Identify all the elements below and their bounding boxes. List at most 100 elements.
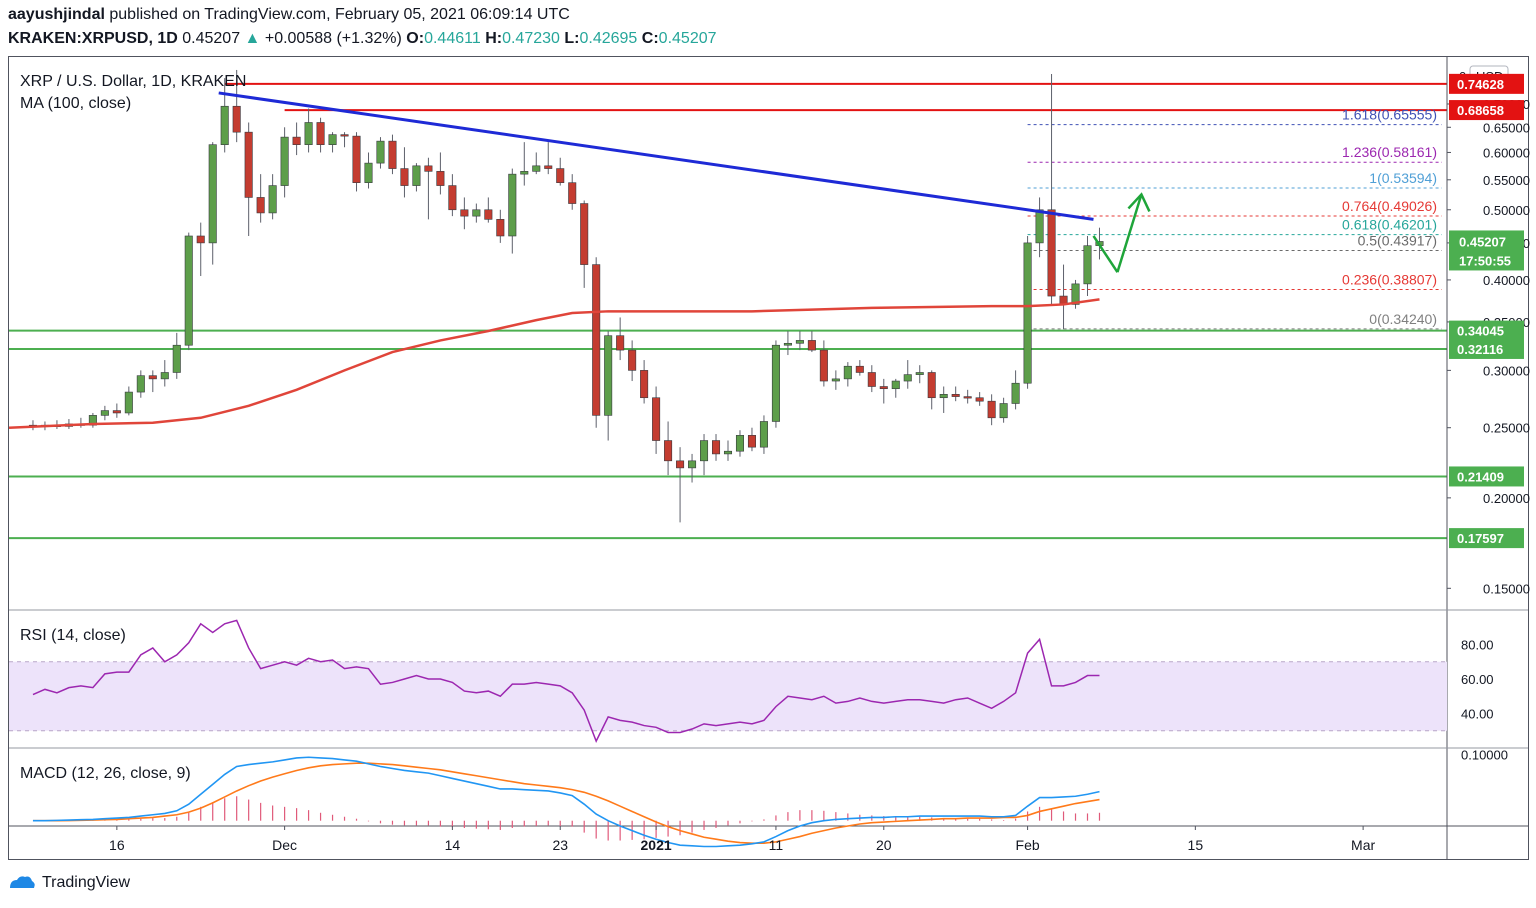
level-price-badge: [1449, 528, 1524, 549]
open-value: 0.44611: [424, 30, 481, 47]
time-tick-label: Feb: [1016, 837, 1040, 853]
publish-line: aayushjindal published on TradingView.co…: [8, 6, 570, 24]
price-tick-label: 0.20000: [1483, 491, 1530, 506]
candle-up: [160, 372, 169, 380]
candle-down: [436, 171, 445, 186]
projection-arrow-up: [1116, 194, 1143, 273]
candle-up: [903, 374, 912, 382]
level-price-badge: [1449, 73, 1524, 94]
bar-countdown-label: 17:50:55: [1459, 253, 1511, 268]
candle-up: [1023, 242, 1032, 384]
candle-down: [628, 349, 637, 371]
candle-up: [472, 209, 481, 217]
candle-down: [148, 375, 157, 380]
candle-up: [364, 162, 373, 183]
close-value: 0.45207: [658, 30, 717, 47]
candle-up: [280, 136, 289, 186]
candle-up: [1071, 283, 1080, 305]
candle-up: [208, 144, 217, 244]
author-name[interactable]: aayushjindal: [8, 6, 105, 23]
price-tick-label: 0.40000: [1483, 273, 1530, 288]
ma-indicator-label: MA (100, close): [20, 95, 131, 112]
candle-down: [352, 135, 361, 183]
candle-down: [580, 203, 589, 265]
candle-up: [604, 335, 613, 416]
candle-up: [172, 344, 181, 373]
footer: TradingView: [8, 874, 130, 892]
candle-up: [268, 185, 277, 214]
rsi-tick-label: 40.00: [1461, 707, 1494, 722]
level-price-badge-label: 0.68658: [1457, 103, 1504, 118]
time-tick-label: 16: [109, 837, 125, 853]
candle-down: [424, 165, 433, 172]
candle-down: [1047, 209, 1056, 297]
candle-down: [987, 400, 996, 419]
candle-down: [388, 140, 397, 169]
candle-down: [616, 335, 625, 351]
level-price-badge-label: 0.32116: [1457, 342, 1503, 357]
level-price-badge: [1449, 320, 1524, 341]
candle-down: [556, 168, 565, 183]
price-tick-label: 0.55000: [1483, 173, 1530, 188]
descending-trendline: [218, 91, 1094, 221]
projection-arrow-head: [1127, 192, 1151, 212]
rsi-title: RSI (14, close): [20, 627, 126, 644]
candle-down: [819, 349, 828, 382]
candle-up: [759, 421, 768, 448]
time-tick-label: Mar: [1351, 837, 1375, 853]
candle-down: [747, 435, 756, 448]
rsi-band: [9, 661, 1447, 731]
candle-down: [340, 134, 349, 137]
candle-down: [855, 365, 864, 373]
price-tick-label: 0.65000: [1483, 120, 1530, 135]
candle-up: [412, 165, 421, 186]
last-price: 0.45207: [182, 30, 241, 47]
candle-up: [220, 105, 229, 145]
price-tick-label: 0.50000: [1483, 203, 1530, 218]
candle-down: [244, 131, 253, 198]
level-price-badge: [1449, 338, 1524, 359]
level-price-badge: [1449, 100, 1524, 121]
macd-line: [32, 756, 1100, 848]
fib-level-label: 0.5(0.43917): [1358, 233, 1437, 249]
high-label: H:: [485, 30, 503, 47]
macd-title: MACD (12, 26, close, 9): [20, 765, 191, 782]
chart-title: XRP / U.S. Dollar, 1D, KRAKEN: [20, 73, 246, 90]
current-price-badge: [1449, 230, 1524, 271]
time-tick-label: 15: [1188, 837, 1204, 853]
candle-up: [100, 410, 109, 416]
time-tick-label: 11: [769, 837, 784, 853]
fib-level-label: 0.618(0.46201): [1342, 217, 1437, 233]
time-tick-label: 2021: [641, 837, 672, 853]
price-tick-label: 0.60000: [1483, 145, 1530, 160]
candle-up: [783, 342, 792, 346]
candle-down: [196, 235, 205, 244]
candle-down: [652, 397, 661, 441]
candle-down: [448, 185, 457, 211]
candle-down: [568, 182, 577, 204]
candle-up: [1011, 382, 1020, 404]
level-price-badge-label: 0.74628: [1457, 77, 1504, 92]
rsi-line: [32, 619, 1100, 743]
candle-down: [496, 219, 505, 237]
footer-brand[interactable]: TradingView: [42, 874, 131, 891]
candle-down: [292, 136, 301, 145]
level-price-badge: [1449, 466, 1524, 487]
current-price-label: 0.45207: [1459, 234, 1506, 249]
candle-down: [676, 460, 685, 469]
candle-up: [124, 391, 133, 414]
fib-level-label: 0.236(0.38807): [1342, 271, 1437, 287]
candle-up: [771, 344, 780, 422]
low-value: 0.42695: [579, 30, 638, 47]
chart-frame: [8, 56, 1529, 860]
candle-up: [915, 372, 924, 375]
macd-signal-line: [32, 762, 1100, 844]
time-tick-label: 20: [876, 837, 892, 853]
candle-up: [939, 394, 948, 399]
rsi-tick-label: 80.00: [1461, 638, 1494, 653]
candle-down: [712, 440, 721, 455]
tradingview-logo-icon: [10, 876, 35, 888]
price-tick-label: 0.30000: [1483, 363, 1530, 378]
candle-up: [184, 235, 193, 346]
